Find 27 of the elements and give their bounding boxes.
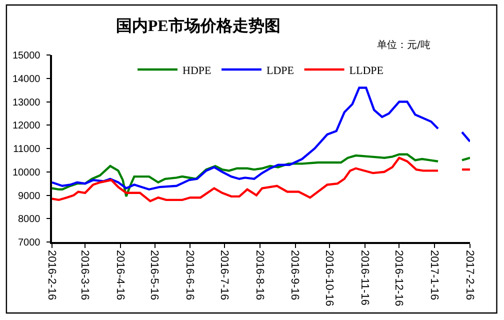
- x-tick-label: 2016-3-16: [78, 250, 91, 300]
- legend-label: HDPE: [182, 64, 212, 77]
- y-tick-label: 15000: [12, 50, 41, 62]
- x-tick-label: 2016-12-16: [392, 250, 405, 306]
- x-tick-label: 2016-2-16: [45, 250, 58, 300]
- chart-subtitle: 单位：元/吨: [377, 39, 430, 51]
- x-tick-label: 2016-6-16: [184, 250, 196, 300]
- y-tick-label: 7000: [18, 238, 41, 248]
- x-tick-label: 2016-4-16: [114, 250, 126, 300]
- y-tick-label: 10000: [12, 167, 41, 178]
- x-tick-label: 2017-2-16: [463, 250, 476, 300]
- y-tick-label: 14000: [12, 74, 41, 85]
- x-tick-label: 2016-5-16: [148, 250, 160, 300]
- legend-label: LDPE: [266, 64, 294, 77]
- legend-label: LLDPE: [349, 64, 384, 77]
- x-tick-label: 2016-7-16: [218, 250, 230, 300]
- y-tick-label: 12000: [12, 120, 41, 132]
- x-tick-label: 2016-9-16: [288, 250, 301, 300]
- x-tick-label: 2016-8-16: [253, 250, 266, 300]
- x-tick-label: 2017-1-16: [428, 250, 440, 300]
- x-tick-label: 2016-11-16: [358, 250, 370, 306]
- chart-title: 国内PE市场价格走势图: [116, 17, 280, 36]
- y-tick-label: 8000: [18, 214, 41, 226]
- y-tick-label: 9000: [18, 190, 41, 202]
- y-tick-label: 11000: [13, 144, 41, 155]
- y-tick-label: 13000: [12, 97, 41, 108]
- x-tick-label: 2016-10-16: [322, 250, 335, 306]
